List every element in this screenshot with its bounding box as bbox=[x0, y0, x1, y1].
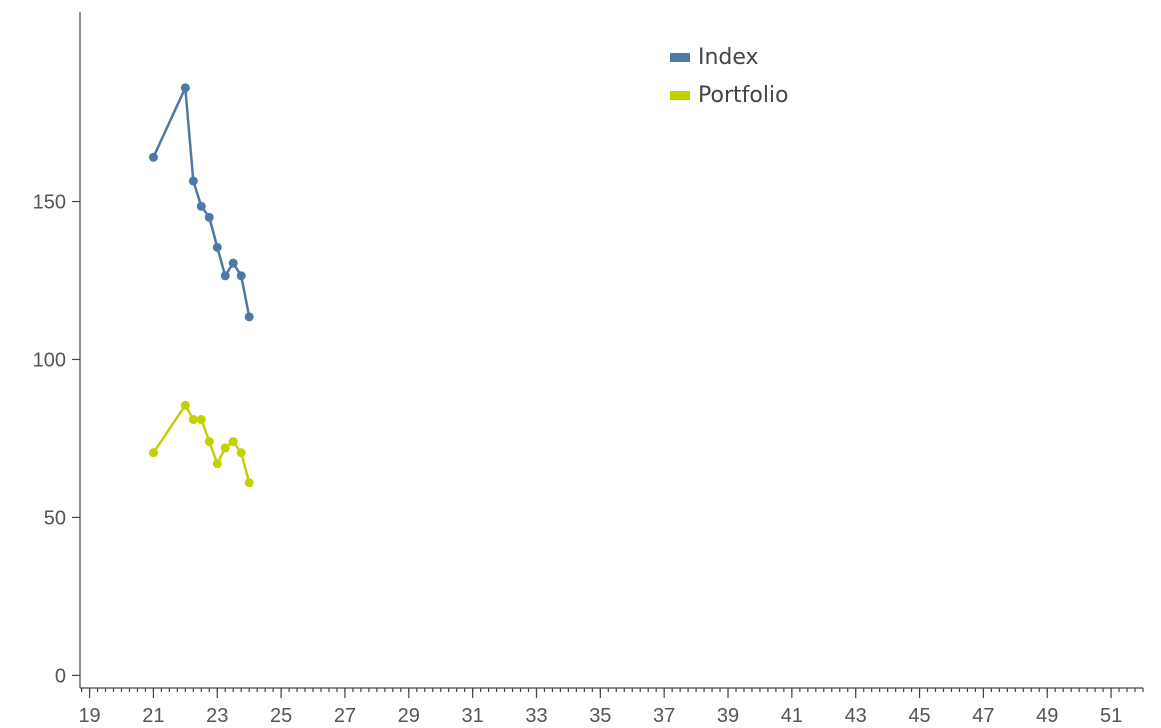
data-point bbox=[228, 437, 238, 447]
series-line bbox=[152, 404, 251, 484]
data-point bbox=[204, 212, 214, 222]
data-point bbox=[180, 83, 190, 93]
data-point bbox=[188, 176, 198, 186]
x-tick-label: 29 bbox=[398, 705, 420, 727]
y-tick-label: 0 bbox=[55, 665, 66, 687]
data-point bbox=[236, 271, 246, 281]
data-point bbox=[244, 478, 254, 488]
legend-label: Index bbox=[698, 45, 759, 70]
x-tick-label: 51 bbox=[1100, 705, 1122, 727]
x-tick-label: 45 bbox=[908, 705, 930, 727]
x-tick-label: 41 bbox=[781, 705, 803, 727]
y-axis-ticks: 0 50 100 150 bbox=[33, 192, 80, 687]
x-axis-ticks: 19 21 23 25 27 29 31 33 35 37 39 41 43 45 47 49 51 bbox=[78, 688, 1144, 727]
x-tick-label: 27 bbox=[334, 705, 356, 727]
legend-swatch bbox=[670, 53, 690, 62]
y-tick-label: 50 bbox=[44, 507, 66, 529]
x-tick-label: 43 bbox=[845, 705, 867, 727]
series-portfolio bbox=[148, 400, 254, 488]
data-point bbox=[188, 414, 198, 424]
x-tick-label: 37 bbox=[653, 705, 675, 727]
x-tick-label: 33 bbox=[525, 705, 547, 727]
data-point bbox=[148, 448, 158, 458]
data-point bbox=[180, 400, 190, 410]
x-tick-label: 47 bbox=[972, 705, 994, 727]
data-point bbox=[204, 437, 214, 447]
x-tick-label: 25 bbox=[270, 705, 292, 727]
data-point bbox=[212, 459, 222, 469]
data-point bbox=[196, 201, 206, 211]
legend: Index Portfolio bbox=[670, 45, 789, 108]
legend-swatch bbox=[670, 91, 690, 100]
x-tick-label: 19 bbox=[78, 705, 100, 727]
series-index bbox=[148, 83, 254, 322]
x-tick-label: 49 bbox=[1036, 705, 1058, 727]
x-tick-label: 39 bbox=[717, 705, 739, 727]
y-tick-label: 100 bbox=[33, 349, 66, 371]
data-point bbox=[196, 414, 206, 424]
legend-label: Portfolio bbox=[698, 83, 789, 108]
series-layer bbox=[148, 83, 254, 488]
data-point bbox=[244, 312, 254, 322]
x-tick-label: 31 bbox=[462, 705, 484, 727]
data-point bbox=[236, 448, 246, 458]
series-line bbox=[152, 86, 251, 318]
data-point bbox=[228, 258, 238, 268]
data-point bbox=[220, 443, 230, 453]
y-tick-label: 150 bbox=[33, 192, 66, 214]
data-point bbox=[212, 242, 222, 252]
x-tick-label: 23 bbox=[206, 705, 228, 727]
x-tick-label: 21 bbox=[142, 705, 164, 727]
data-point bbox=[148, 152, 158, 162]
x-tick-label: 35 bbox=[589, 705, 611, 727]
legend-item: Index bbox=[670, 45, 759, 70]
legend-item: Portfolio bbox=[670, 83, 789, 108]
data-point bbox=[220, 271, 230, 281]
